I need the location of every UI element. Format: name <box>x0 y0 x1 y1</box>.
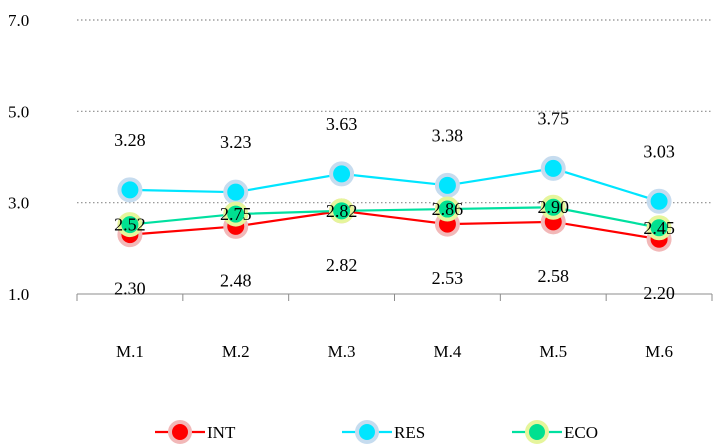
data-label-eco: 2.82 <box>326 201 358 221</box>
legend-label: RES <box>394 423 425 442</box>
legend-marker <box>168 420 192 444</box>
legend-label: ECO <box>564 423 598 442</box>
x-tick-label: M.4 <box>433 342 461 361</box>
series-line-res <box>129 167 660 203</box>
legend-item-int: INT <box>155 420 236 444</box>
data-point-res <box>329 161 355 187</box>
data-label-res: 3.28 <box>114 130 146 150</box>
data-label-eco: 2.52 <box>114 215 146 235</box>
data-point-res <box>223 179 249 205</box>
data-point-res <box>117 177 143 203</box>
data-point-eco <box>646 215 672 241</box>
x-tick-label: M.3 <box>328 342 356 361</box>
legend-item-res: RES <box>342 420 425 444</box>
data-point-eco <box>540 194 566 220</box>
legend-item-eco: ECO <box>512 420 598 444</box>
data-label-eco: 2.86 <box>432 199 464 219</box>
x-tick-label: M.1 <box>116 342 144 361</box>
data-label-res: 3.03 <box>643 141 675 161</box>
legend: INT RES ECO <box>155 420 598 444</box>
legend-label: INT <box>207 423 236 442</box>
x-axis: M.1 M.2 M.3 M.4 M.5 M.6 <box>76 293 713 361</box>
data-label-eco: 2.75 <box>220 204 252 224</box>
data-label-res: 3.38 <box>432 125 464 145</box>
legend-marker <box>355 420 379 444</box>
data-label-eco: 2.90 <box>538 197 570 217</box>
data-label-int: 2.30 <box>114 279 146 299</box>
y-tick-label: 3.0 <box>8 194 29 213</box>
data-labels: 2.30 2.48 2.82 2.53 2.58 2.20 3.28 3.23 3.63 3.38… <box>114 108 675 303</box>
y-tick-label: 1.0 <box>8 285 29 304</box>
data-point-eco <box>117 212 143 238</box>
data-point-eco <box>434 196 460 222</box>
y-tick-label: 5.0 <box>8 102 29 121</box>
y-tick-label: 7.0 <box>8 11 29 30</box>
data-label-int: 2.20 <box>643 283 675 303</box>
data-label-int: 2.58 <box>538 266 570 286</box>
series-lines <box>129 167 660 241</box>
series-line-eco <box>129 206 660 229</box>
gridlines <box>77 19 712 204</box>
data-label-int: 2.53 <box>432 268 464 288</box>
x-tick-label: M.5 <box>539 342 567 361</box>
x-tick-label: M.2 <box>222 342 250 361</box>
data-label-eco: 2.45 <box>643 218 675 238</box>
data-label-int: 2.82 <box>326 255 358 275</box>
data-point-eco <box>223 201 249 227</box>
series-markers <box>117 155 672 252</box>
y-axis-ticks: 1.0 3.0 5.0 7.0 <box>8 11 29 304</box>
data-point-res <box>434 172 460 198</box>
legend-marker <box>525 420 549 444</box>
data-label-int: 2.48 <box>220 270 252 290</box>
x-tick-label: M.6 <box>645 342 673 361</box>
data-point-res <box>646 188 672 214</box>
data-point-eco <box>329 198 355 224</box>
data-point-res <box>540 155 566 181</box>
data-label-res: 3.63 <box>326 114 358 134</box>
data-label-res: 3.75 <box>538 108 570 128</box>
series-line-int <box>129 209 660 241</box>
data-label-res: 3.23 <box>220 132 252 152</box>
